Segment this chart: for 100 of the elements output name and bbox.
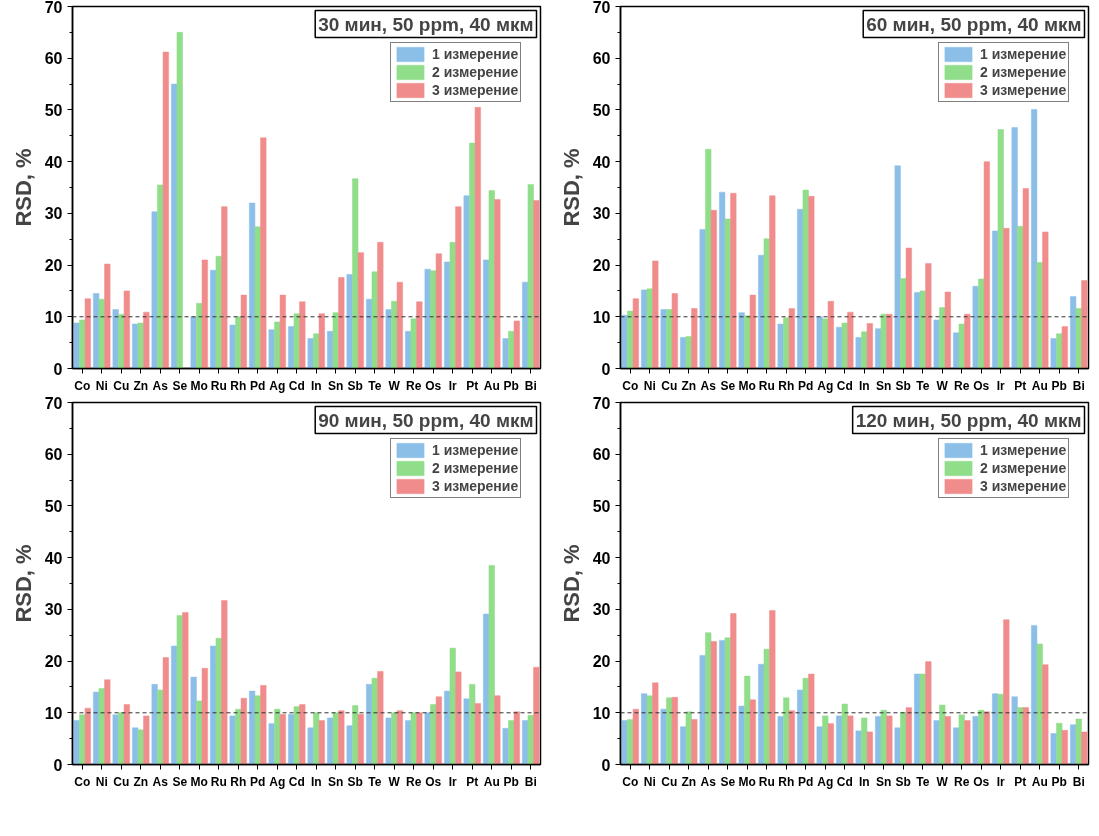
x-tick-label: Pd [250, 774, 266, 789]
x-tick-label: Rh [778, 378, 795, 393]
x-tick-label: Cd [836, 378, 853, 393]
y-tick-label: 20 [44, 257, 63, 275]
x-tick-label: Re [954, 378, 970, 393]
y-tick-label: 60 [592, 446, 611, 464]
x-tick-label: Te [916, 774, 930, 789]
x-tick-label: Sb [347, 378, 363, 393]
legend-label: 3 измерение [980, 477, 1067, 495]
x-tick-label: Ag [817, 774, 834, 789]
x-tick-label: Ru [210, 378, 227, 393]
x-tick-label: Pd [798, 774, 814, 789]
y-axis-title: RSD, % [10, 544, 36, 623]
x-tick-label: Rh [778, 774, 795, 789]
x-tick-label: Mo [738, 378, 756, 393]
x-tick-label: Co [74, 774, 91, 789]
x-tick-label: Pb [503, 378, 519, 393]
x-tick-label: Au [483, 774, 500, 789]
y-tick-label: 20 [44, 653, 63, 671]
x-tick-label: Sn [876, 774, 892, 789]
x-tick-label: Zn [133, 774, 149, 789]
x-tick-label: Zn [133, 378, 149, 393]
x-tick-label: Te [916, 378, 930, 393]
y-axis-title: RSD, % [558, 544, 584, 623]
x-tick-label: W [936, 774, 949, 789]
y-tick-label: 50 [44, 497, 63, 515]
y-tick-label: 30 [44, 205, 63, 223]
x-tick-label: Au [1031, 378, 1048, 393]
x-tick-label: Bi [1072, 378, 1085, 393]
x-tick-label: In [310, 774, 322, 789]
x-tick-label: Mo [190, 774, 208, 789]
legend-label: 1 измерение [432, 441, 519, 459]
x-tick-label: Sn [328, 378, 344, 393]
y-axis-title: RSD, % [558, 148, 584, 227]
x-tick-label: Cu [113, 378, 130, 393]
x-tick-label: Re [406, 378, 422, 393]
x-tick-label: Bi [524, 774, 537, 789]
y-tick-label: 10 [592, 704, 611, 722]
y-tick-label: 0 [601, 360, 611, 378]
y-tick-label: 60 [44, 50, 63, 68]
y-tick-label: 10 [44, 704, 63, 722]
x-tick-label: Se [172, 774, 188, 789]
legend-label: 1 измерение [980, 441, 1067, 459]
x-tick-label: Se [720, 378, 736, 393]
y-tick-label: 60 [44, 446, 63, 464]
y-tick-label: 50 [44, 101, 63, 119]
x-tick-label: Cu [661, 774, 678, 789]
x-tick-label: W [388, 378, 401, 393]
x-tick-label: In [858, 378, 870, 393]
x-tick-label: Ir [996, 774, 1006, 789]
x-tick-label: Cd [836, 774, 853, 789]
x-tick-label: Ni [643, 378, 656, 393]
y-axis-title: RSD, % [10, 148, 36, 227]
y-tick-label: 40 [592, 153, 611, 171]
chart-title: 120 мин, 50 ppm, 40 мкм [855, 409, 1082, 431]
y-tick-label: 40 [44, 153, 63, 171]
legend-label: 2 измерение [432, 63, 519, 81]
x-tick-label: Zn [681, 378, 697, 393]
x-tick-label: W [936, 378, 949, 393]
x-tick-label: Sn [328, 774, 344, 789]
x-tick-label: Se [720, 774, 736, 789]
legend-label: 2 измерение [980, 63, 1067, 81]
x-tick-label: Bi [1072, 774, 1085, 789]
x-tick-label: In [858, 774, 870, 789]
x-tick-label: Pb [1051, 378, 1067, 393]
x-tick-label: Os [973, 378, 990, 393]
legend-label: 1 измерение [432, 45, 519, 63]
x-tick-label: Ag [817, 378, 834, 393]
x-tick-label: Ni [95, 774, 108, 789]
y-tick-label: 30 [44, 601, 63, 619]
x-tick-label: Sb [895, 378, 911, 393]
x-tick-label: Os [425, 378, 442, 393]
legend-label: 1 измерение [980, 45, 1067, 63]
y-tick-label: 70 [44, 0, 63, 16]
x-tick-label: Te [368, 378, 382, 393]
x-tick-label: Au [1031, 774, 1048, 789]
x-tick-label: Pb [1051, 774, 1067, 789]
y-tick-label: 50 [592, 101, 611, 119]
y-tick-label: 10 [44, 308, 63, 326]
legend-label: 3 измерение [432, 81, 519, 99]
x-tick-label: Sb [895, 774, 911, 789]
x-tick-label: Pt [1014, 774, 1027, 789]
x-tick-label: Ru [210, 774, 227, 789]
x-tick-label: Co [74, 378, 91, 393]
y-tick-label: 0 [53, 756, 63, 774]
chart-title: 60 мин, 50 ppm, 40 мкм [866, 13, 1082, 35]
x-tick-label: Ni [643, 774, 656, 789]
x-tick-label: Te [368, 774, 382, 789]
x-tick-label: As [700, 378, 717, 393]
y-tick-label: 70 [592, 394, 611, 412]
x-tick-label: Cu [661, 378, 678, 393]
x-tick-label: Ru [758, 378, 775, 393]
x-tick-label: Ir [448, 378, 458, 393]
chart-title: 90 мин, 50 ppm, 40 мкм [318, 409, 534, 431]
x-tick-label: Os [425, 774, 442, 789]
x-tick-label: As [152, 774, 169, 789]
x-tick-label: Os [973, 774, 990, 789]
legend-label: 3 измерение [980, 81, 1067, 99]
y-tick-label: 40 [44, 549, 63, 567]
x-tick-label: Zn [681, 774, 697, 789]
